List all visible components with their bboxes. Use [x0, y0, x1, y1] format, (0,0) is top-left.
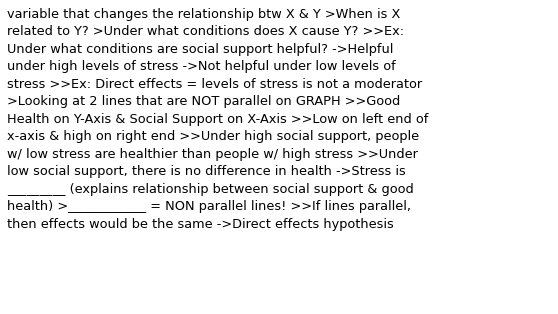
Text: variable that changes the relationship btw X & Y >When is X
related to Y? >Under: variable that changes the relationship b…: [7, 8, 429, 231]
